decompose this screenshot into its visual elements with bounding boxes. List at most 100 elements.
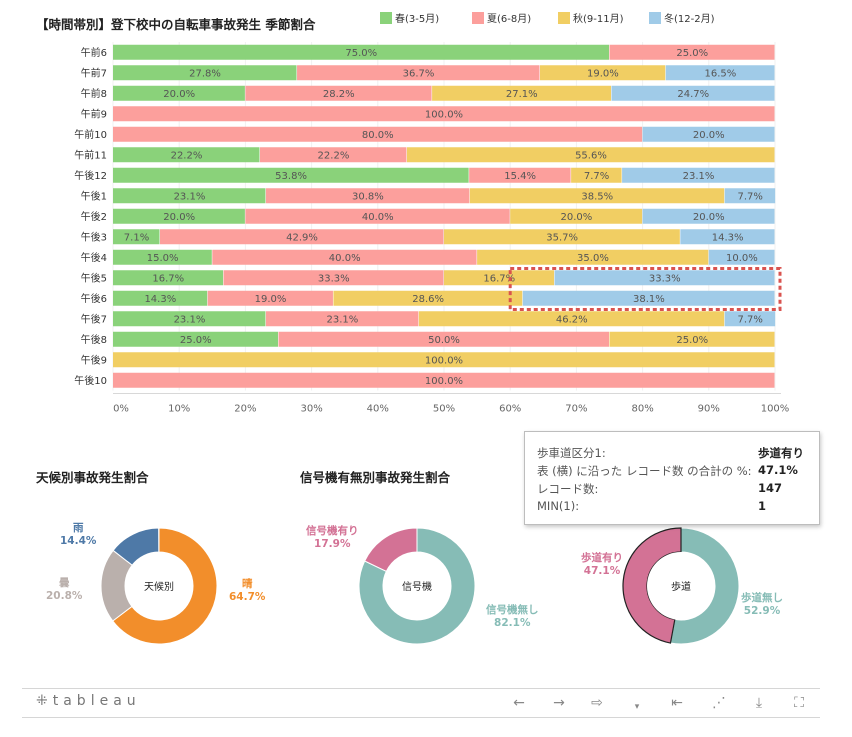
bar-segment[interactable]	[665, 65, 775, 81]
bar-segment[interactable]	[609, 44, 775, 60]
weather-label-cloudy: 曇 20.8%	[46, 577, 83, 602]
bar-segment[interactable]	[245, 208, 510, 224]
bar-data-label: 20.0%	[163, 212, 195, 223]
legend-swatch-winter	[649, 12, 661, 24]
bar-data-label: 55.6%	[575, 150, 607, 161]
fullscreen-button[interactable]: ⛶	[790, 695, 808, 711]
highlight-selection-box	[508, 267, 782, 311]
redo-button[interactable]: →	[550, 695, 568, 711]
bar-data-label: 38.5%	[581, 191, 613, 202]
bar-segment[interactable]	[571, 167, 622, 183]
bar-segment[interactable]	[522, 290, 775, 306]
bar-segment[interactable]	[113, 331, 278, 347]
bar-segment[interactable]	[297, 65, 540, 81]
bar-segment[interactable]	[113, 126, 643, 142]
bar-segment[interactable]	[724, 311, 776, 327]
bar-segment[interactable]	[113, 44, 609, 60]
bar-segment[interactable]	[265, 311, 419, 327]
bar-data-label: 20.0%	[163, 89, 195, 100]
bar-segment[interactable]	[223, 270, 444, 286]
bar-segment[interactable]	[113, 188, 266, 204]
bar-segment[interactable]	[160, 229, 444, 245]
bar-data-label: 20.0%	[693, 130, 725, 141]
bar-segment[interactable]	[510, 208, 643, 224]
legend-item-autumn[interactable]: 秋(9-11月)	[558, 10, 624, 25]
bar-segment[interactable]	[724, 188, 776, 204]
share-button[interactable]: ⋰	[710, 695, 728, 711]
bar-data-label: 35.7%	[546, 232, 578, 243]
bar-data-label: 22.2%	[318, 150, 350, 161]
bar-data-label: 25.0%	[676, 48, 708, 59]
bar-segment[interactable]	[113, 372, 775, 388]
bar-data-label: 40.0%	[329, 253, 361, 264]
bar-segment[interactable]	[113, 352, 775, 368]
bar-segment[interactable]	[245, 85, 432, 101]
bar-segment[interactable]	[278, 331, 610, 347]
bar-data-label: 16.7%	[483, 273, 515, 284]
bar-segment[interactable]	[265, 188, 470, 204]
x-tick-label: 70%	[565, 404, 587, 415]
bar-segment[interactable]	[333, 290, 523, 306]
bar-segment[interactable]	[207, 290, 333, 306]
revert-dropdown-button[interactable]: ▾	[628, 699, 646, 715]
bar-data-label: 80.0%	[362, 130, 394, 141]
tooltip-value-min: 1	[758, 499, 767, 513]
bar-data-label: 38.1%	[633, 294, 665, 305]
bar-segment[interactable]	[113, 85, 245, 101]
bar-data-label: 16.7%	[152, 273, 184, 284]
bar-segment[interactable]	[113, 229, 160, 245]
bar-segment[interactable]	[406, 147, 775, 163]
bar-segment[interactable]	[113, 208, 245, 224]
revert-icon: ⇨	[591, 695, 603, 711]
row-label: 午前8	[81, 87, 107, 100]
bar-segment[interactable]	[113, 65, 297, 81]
bar-segment[interactable]	[113, 311, 266, 327]
bar-segment[interactable]	[642, 208, 775, 224]
bar-segment[interactable]	[539, 65, 666, 81]
tooltip-key-records: レコード数:	[537, 482, 599, 496]
hover-tooltip: 歩車道区分1: 歩道有り 表 (横) に沿った レコード数 の合計の %: 47…	[524, 431, 820, 525]
bar-segment[interactable]	[259, 147, 407, 163]
bar-segment[interactable]	[444, 229, 680, 245]
bar-segment[interactable]	[212, 249, 477, 265]
bar-data-label: 20.0%	[561, 212, 593, 223]
bar-data-label: 33.3%	[649, 273, 681, 284]
bar-segment[interactable]	[642, 126, 775, 142]
bar-segment[interactable]	[477, 249, 709, 265]
bar-segment[interactable]	[113, 167, 469, 183]
revert-button[interactable]: ⇨	[588, 695, 606, 711]
bar-segment[interactable]	[622, 167, 775, 183]
bar-segment[interactable]	[432, 85, 611, 101]
undo-button[interactable]: ←	[510, 695, 528, 711]
bar-segment[interactable]	[611, 85, 775, 101]
bar-segment[interactable]	[418, 311, 725, 327]
bar-data-label: 19.0%	[587, 68, 619, 79]
x-tick-label: 80%	[631, 404, 653, 415]
bar-segment[interactable]	[469, 167, 571, 183]
bar-segment[interactable]	[680, 229, 775, 245]
bar-segment[interactable]	[554, 270, 775, 286]
arrow-left-icon: ←	[513, 695, 525, 711]
bar-segment[interactable]	[469, 188, 725, 204]
bar-data-label: 40.0%	[362, 212, 394, 223]
bar-segment[interactable]	[113, 270, 224, 286]
bar-segment[interactable]	[113, 249, 212, 265]
legend-item-summer[interactable]: 夏(6-8月)	[472, 10, 531, 25]
bar-data-label: 53.8%	[275, 171, 307, 182]
tooltip-key-sidewalk: 歩車道区分1:	[537, 446, 606, 460]
x-tick-label: 90%	[698, 404, 720, 415]
pause-button[interactable]: ⇤	[668, 695, 686, 711]
signal-donut: 信号機	[358, 527, 476, 645]
bar-segment[interactable]	[708, 249, 775, 265]
bar-segment[interactable]	[444, 270, 555, 286]
bar-segment[interactable]	[113, 147, 260, 163]
tooltip-value-percent: 47.1%	[758, 463, 798, 477]
bar-segment[interactable]	[113, 106, 775, 122]
bar-segment[interactable]	[113, 290, 208, 306]
x-tick-label: 50%	[433, 404, 455, 415]
legend-item-spring[interactable]: 春(3-5月)	[380, 10, 439, 25]
download-button[interactable]: ⤓	[750, 695, 768, 711]
legend-item-winter[interactable]: 冬(12-2月)	[649, 10, 715, 25]
tooltip-key-min: MIN(1):	[537, 499, 580, 513]
bar-segment[interactable]	[609, 331, 775, 347]
